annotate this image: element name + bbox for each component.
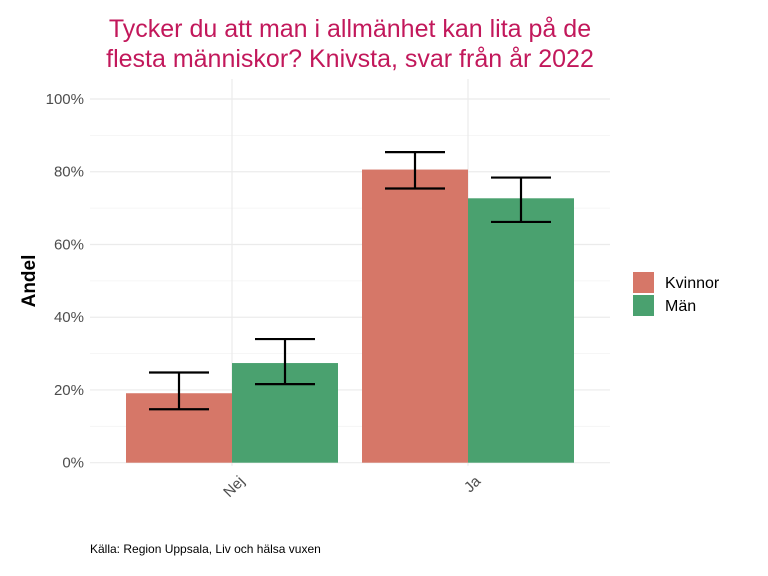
- caption: Källa: Region Uppsala, Liv och hälsa vux…: [90, 542, 321, 556]
- y-tick-label: 80%: [54, 164, 84, 181]
- legend-label: Kvinnor: [665, 275, 720, 292]
- legend-swatch: [633, 272, 654, 293]
- y-tick-label: 40%: [54, 309, 84, 326]
- legend-swatch: [633, 295, 654, 316]
- y-tick-label: 60%: [54, 236, 84, 253]
- legend-label: Män: [665, 298, 696, 315]
- bar-ja-0: [362, 169, 468, 463]
- bar-ja-1: [468, 198, 574, 463]
- chart-title-line-1: Tycker du att man i allmänhet kan lita p…: [109, 15, 591, 43]
- y-tick-label: 0%: [62, 455, 84, 472]
- chart-title-line-2: flesta människor? Knivsta, svar från år …: [106, 45, 594, 73]
- y-axis-label: Andel: [19, 255, 40, 308]
- x-tick-label: Ja: [461, 472, 485, 496]
- y-tick-label: 20%: [54, 382, 84, 399]
- x-tick-label: Nej: [220, 473, 248, 501]
- y-tick-label: 100%: [46, 91, 84, 108]
